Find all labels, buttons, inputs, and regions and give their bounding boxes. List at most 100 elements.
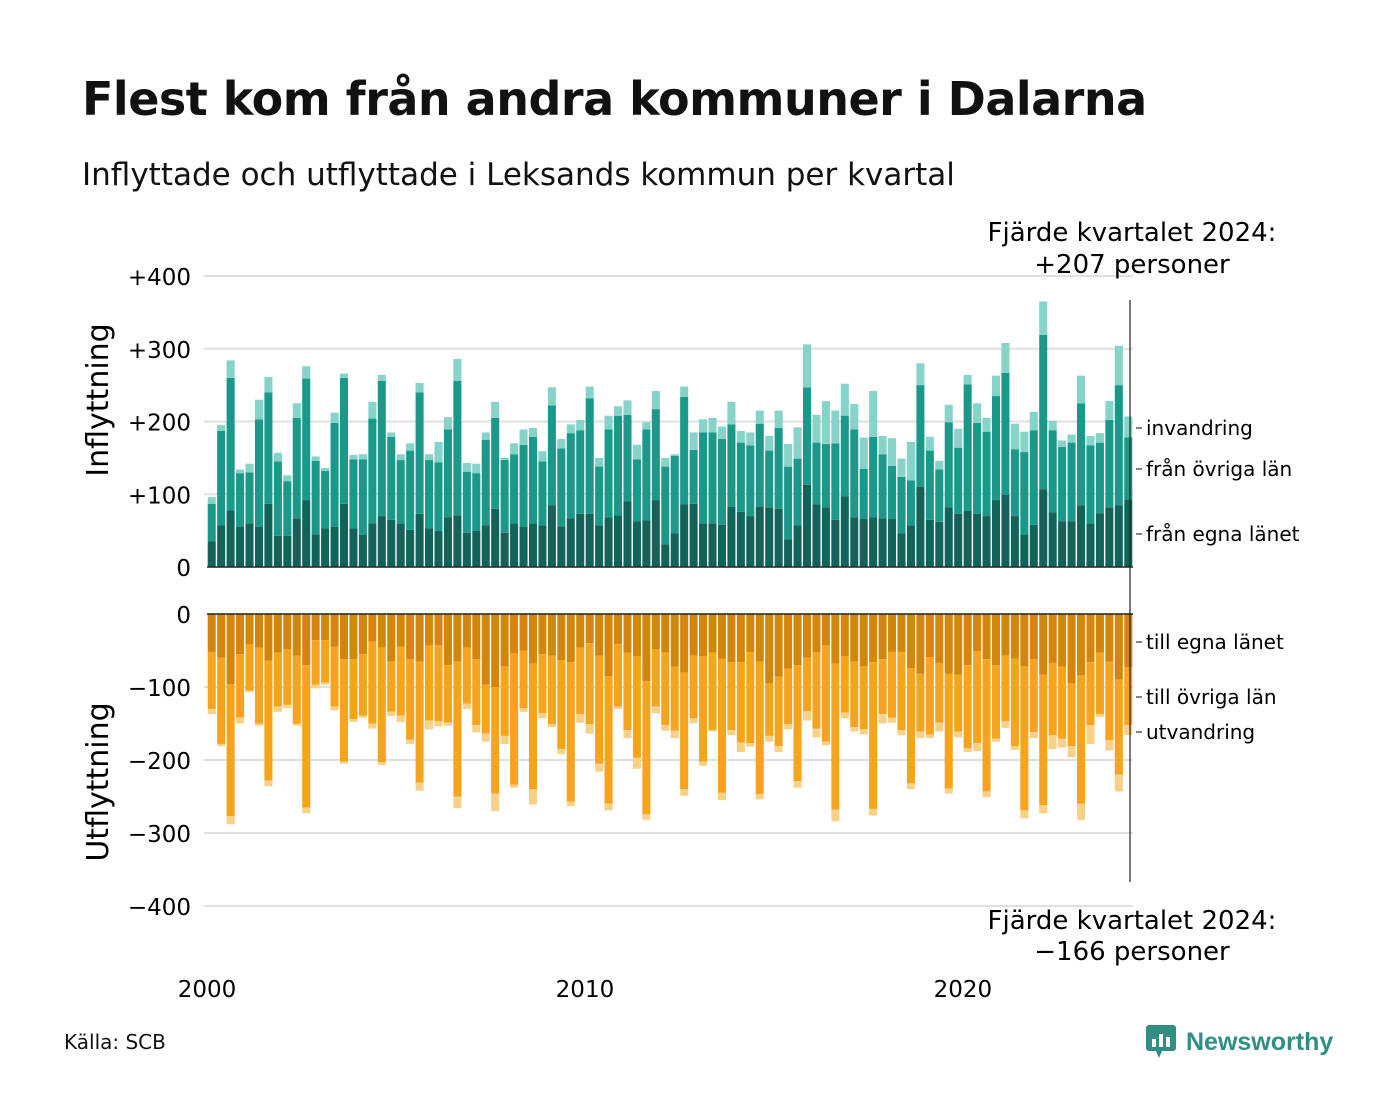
bar-segment: [651, 390, 660, 410]
bar-segment: [368, 401, 377, 419]
bar-segment: [462, 647, 471, 704]
bar-segment: [859, 614, 868, 667]
bar-segment: [736, 511, 745, 567]
bar-segment: [812, 414, 821, 443]
bar-segment: [888, 717, 897, 723]
bar-segment: [1029, 524, 1038, 567]
bar-segment: [906, 668, 915, 784]
bar-segment: [614, 614, 623, 644]
bar-segment: [245, 463, 254, 473]
bar-segment: [321, 468, 330, 471]
bar-segment: [358, 614, 367, 655]
bar-segment: [1048, 662, 1057, 736]
bar-segment: [651, 649, 660, 707]
bar-segment: [491, 793, 500, 812]
bar-segment: [604, 517, 613, 567]
bar-segment: [236, 469, 245, 474]
bar-segment: [802, 484, 812, 567]
bar-segment: [755, 794, 764, 800]
bar-segment: [557, 614, 566, 660]
bar-segment: [396, 646, 405, 716]
bar-segment: [944, 788, 953, 794]
bar-segment: [878, 436, 887, 455]
axes: [207, 566, 1133, 615]
bar-segment: [1105, 401, 1114, 421]
bar-segment: [878, 518, 887, 567]
bar-segment: [406, 450, 415, 530]
bar-segment: [651, 706, 660, 714]
bar-segment: [339, 614, 349, 660]
bar-segment: [415, 782, 424, 791]
bar-segment: [1086, 662, 1095, 725]
bar-segment: [425, 614, 434, 646]
bar-segment: [254, 647, 263, 724]
bar-segment: [632, 521, 641, 567]
bar-segment: [784, 466, 793, 540]
bar-segment: [500, 460, 509, 533]
chart: 0 +100 +200 +300 +400 0 −100 −200 −300 −400 2000…: [81, 218, 1300, 1003]
chart-subtitle: Inflyttade och utflyttade i Leksands kom…: [82, 157, 955, 193]
bar-segment: [897, 533, 906, 567]
bar-segment: [1001, 614, 1010, 656]
bar-segment: [1077, 505, 1086, 567]
bar-segment: [481, 733, 490, 742]
bar-segment: [321, 640, 330, 683]
bar-segment: [462, 614, 471, 648]
bar-segment: [651, 409, 660, 501]
bar-segment: [869, 614, 878, 663]
bar-segment: [1001, 721, 1010, 728]
bar-segment: [888, 518, 897, 567]
bar-segment: [283, 535, 292, 567]
bar-segment: [925, 450, 934, 520]
bar-segment: [453, 515, 462, 567]
bar-segment: [812, 442, 821, 505]
bar-segment: [236, 717, 245, 724]
bar-segment: [689, 503, 698, 567]
bar-segment: [1039, 674, 1048, 806]
bar-segment: [339, 761, 349, 764]
bar-segment: [708, 432, 717, 524]
bar-segment: [954, 513, 963, 567]
bar-segment: [906, 480, 915, 526]
bar-segment: [500, 532, 509, 567]
bar-segment: [869, 662, 878, 809]
bar-segment: [963, 748, 972, 752]
bar-segment: [1010, 423, 1019, 450]
bar-segment: [1095, 614, 1104, 653]
bar-segment: [840, 383, 849, 416]
bar-segment: [1039, 805, 1048, 814]
bar-segment: [481, 525, 490, 567]
bar-segment: [991, 665, 1001, 739]
bar-segment: [1077, 403, 1086, 506]
bar-segment: [538, 451, 547, 462]
bar-segment: [897, 614, 906, 652]
bar-segment: [982, 659, 991, 792]
bar-segment: [736, 430, 745, 443]
bar-segment: [632, 656, 641, 758]
bar-segment: [1058, 614, 1067, 667]
bar-segment: [453, 796, 462, 809]
bar-segment: [793, 614, 802, 666]
bar-segment: [869, 390, 878, 437]
bar-segment: [944, 614, 953, 674]
bar-segment: [443, 614, 452, 666]
bar-segment: [973, 513, 982, 567]
bar-segment: [784, 614, 793, 669]
bar-segment: [500, 666, 509, 736]
bar-segment: [802, 387, 812, 485]
bar-segment: [1048, 614, 1057, 663]
bar-segment: [528, 789, 538, 805]
bar-segment: [916, 385, 925, 487]
bar-segment: [443, 665, 452, 723]
bar-segment: [1058, 666, 1067, 739]
bar-segment: [538, 614, 547, 655]
bar-segment: [935, 614, 944, 663]
bar-segment: [831, 410, 840, 444]
bar-segment: [217, 743, 226, 747]
bar-segment: [377, 374, 386, 381]
bar-segment: [462, 532, 471, 567]
bar-segment: [840, 496, 849, 567]
y-tick-label: +400: [128, 265, 191, 291]
bar-segment: [1067, 746, 1076, 758]
bar-segment: [1086, 445, 1095, 524]
